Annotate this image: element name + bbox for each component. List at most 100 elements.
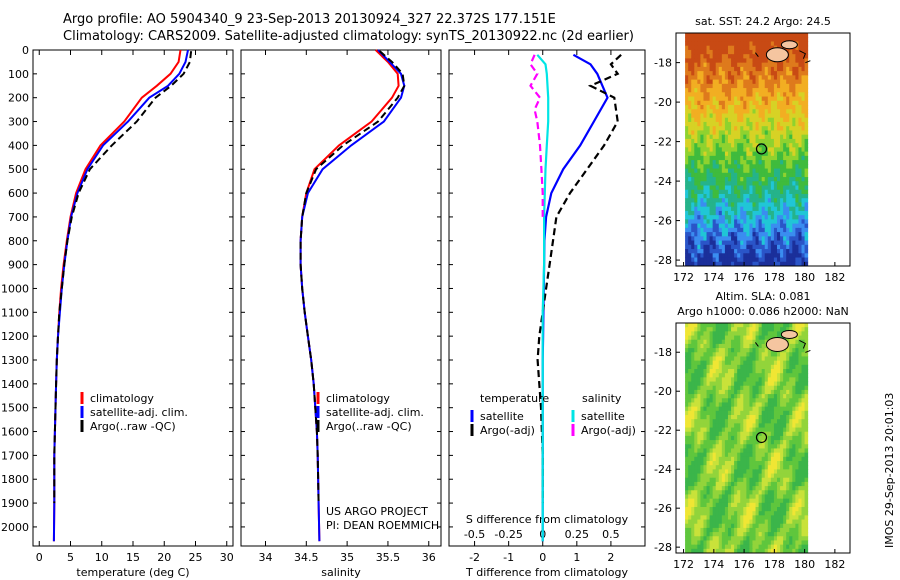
map-cell [731, 410, 735, 416]
map-cell [789, 410, 793, 416]
map-cell [721, 172, 726, 178]
map-cell [764, 244, 769, 250]
map-cell [691, 394, 695, 399]
map-cell [773, 130, 778, 136]
map-cell [697, 193, 701, 199]
map-cell [703, 151, 708, 157]
map-cell [734, 41, 738, 47]
map-cell [700, 502, 704, 508]
map-cell [721, 440, 726, 445]
map-cell [740, 381, 744, 387]
map-cell [755, 507, 760, 512]
satellite-adj-clim-line [299, 49, 406, 542]
map-cell [795, 461, 799, 466]
map-cell [688, 198, 692, 203]
map-cell [795, 369, 799, 374]
map-cell [786, 109, 790, 114]
map-cell [703, 431, 708, 437]
map-cell [709, 96, 714, 102]
map-cell [743, 109, 747, 114]
map-cell [764, 37, 769, 42]
project-credit: US ARGO PROJECT [326, 505, 428, 518]
map-cell [691, 215, 695, 220]
map-cell [718, 100, 723, 106]
map-cell [727, 323, 732, 328]
map-cell [758, 62, 763, 68]
map-cell [758, 435, 763, 441]
map-cell [734, 198, 738, 203]
map-cell [709, 427, 714, 433]
map-cell [767, 511, 772, 516]
map-cell [718, 339, 723, 345]
map-cell [697, 385, 701, 391]
map-cell [798, 100, 802, 106]
map-cell [731, 427, 735, 433]
map-cell [764, 177, 769, 182]
map-cell [780, 79, 784, 85]
map-cell [685, 410, 689, 416]
map-cell [691, 88, 695, 93]
map-cell [727, 502, 732, 508]
map-cell [734, 369, 738, 374]
map-cell [798, 364, 802, 370]
map-cell [752, 481, 757, 487]
map-cell [688, 49, 692, 55]
map-cell [706, 54, 711, 59]
map-cell [777, 257, 781, 263]
x-tick-label: 36 [422, 551, 436, 564]
map-cell [792, 185, 796, 191]
map-cell [801, 58, 806, 64]
map-cell [721, 253, 726, 259]
map-cell [737, 323, 741, 328]
map-cell [706, 92, 711, 98]
map-cell [758, 473, 763, 479]
map-cell [792, 469, 796, 475]
map-cell [767, 45, 772, 51]
map-cell [721, 373, 726, 378]
map-cell [691, 331, 695, 337]
map-cell [740, 227, 744, 233]
map-cell [737, 79, 741, 85]
map-cell [746, 448, 750, 454]
map-cell [804, 536, 809, 541]
map-cell [761, 398, 766, 403]
map-cell [721, 452, 726, 458]
map-cell [758, 389, 763, 395]
map-cell [694, 147, 698, 153]
map-cell [786, 481, 790, 487]
map-cell [780, 143, 784, 148]
map-cell [798, 249, 802, 254]
map-cell [755, 381, 760, 387]
map-cell [786, 427, 790, 433]
map-cell [721, 92, 726, 98]
map-cell [685, 253, 689, 259]
map-cell [743, 244, 747, 250]
map-cell [685, 431, 689, 437]
map-cell [795, 134, 799, 140]
map-cell [685, 168, 689, 174]
map-cell [740, 415, 744, 420]
map-cell [718, 335, 723, 341]
map-cell [691, 452, 695, 458]
map-cell [770, 410, 775, 416]
map-cell [789, 423, 793, 429]
map-cell [734, 389, 738, 395]
map-cell [740, 394, 744, 399]
map-cell [752, 419, 757, 424]
map-cell [731, 419, 735, 424]
map-cell [727, 469, 732, 475]
map-cell [691, 62, 695, 68]
map-cell [767, 206, 772, 212]
map-cell [746, 257, 750, 263]
map-cell [721, 323, 726, 328]
map-cell [700, 130, 704, 136]
map-cell [697, 461, 701, 466]
map-cell [746, 253, 750, 259]
map-cell [792, 473, 796, 479]
map-cell [694, 377, 698, 383]
map-cell [685, 193, 689, 199]
map-cell [789, 202, 793, 208]
map-cell [727, 62, 732, 68]
map-cell [795, 536, 799, 541]
map-cell [685, 494, 689, 500]
